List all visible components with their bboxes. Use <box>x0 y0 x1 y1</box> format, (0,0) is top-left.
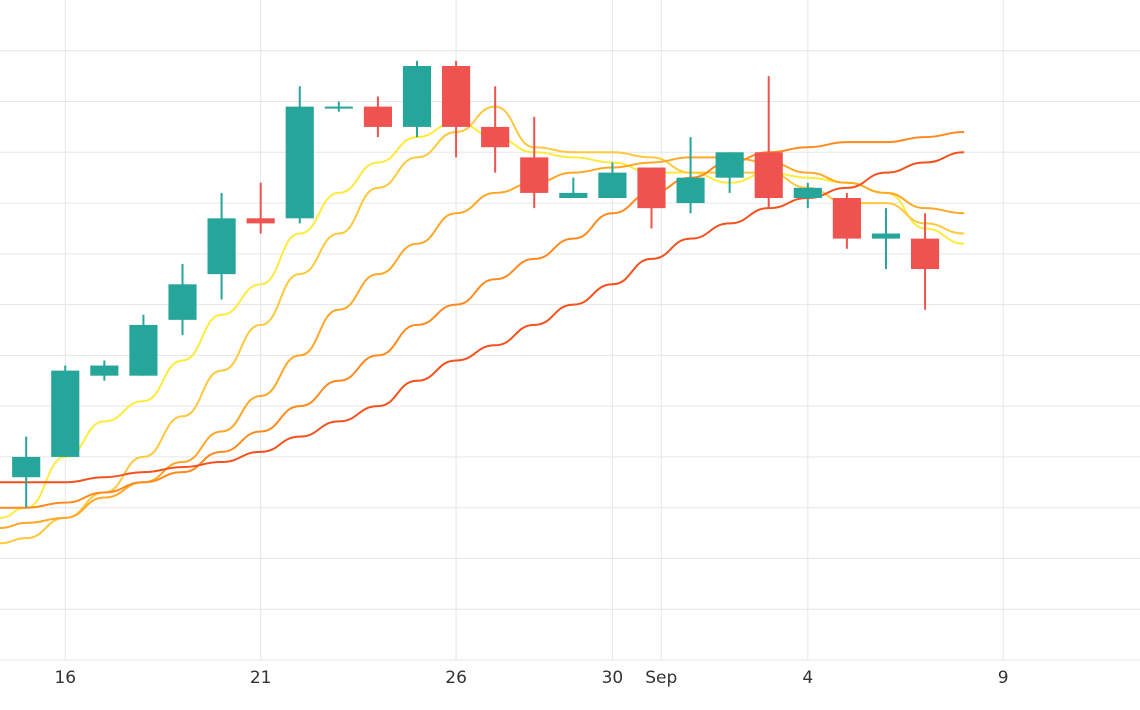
x-tick-label: 30 <box>602 668 624 688</box>
candle <box>598 162 627 198</box>
candle <box>442 60 471 158</box>
candle-body <box>442 66 471 127</box>
candle-body <box>520 157 549 193</box>
candle-body <box>832 198 861 239</box>
candle-body <box>676 177 705 204</box>
candle <box>871 208 901 270</box>
candle <box>129 314 158 376</box>
moving-average-line-1 <box>0 120 965 519</box>
candle-body <box>168 284 197 320</box>
candle <box>520 116 549 209</box>
candle <box>754 76 783 209</box>
candle <box>637 167 666 229</box>
candle-body <box>285 106 314 219</box>
candle-body <box>559 192 588 198</box>
candle <box>402 60 432 138</box>
candle-body <box>598 172 627 198</box>
gridlines <box>0 0 1140 661</box>
moving-average-line-3 <box>0 156 965 529</box>
candle-body <box>793 187 822 198</box>
candle-body <box>12 456 41 478</box>
candle <box>90 360 119 381</box>
candle-body <box>129 324 158 376</box>
candles <box>12 60 940 508</box>
candle-body <box>481 126 510 148</box>
candle <box>246 182 275 234</box>
moving-average-line-4 <box>0 131 965 509</box>
moving-average-line-5 <box>0 151 965 484</box>
x-tick-label: 21 <box>250 668 272 688</box>
candle-body <box>90 365 119 376</box>
candle-body <box>324 106 353 109</box>
candle <box>168 264 197 336</box>
candle <box>481 86 510 173</box>
x-tick-label: 9 <box>998 668 1009 688</box>
candle-body <box>754 152 783 198</box>
candle <box>324 101 353 112</box>
candle-body <box>910 238 940 270</box>
candle <box>363 96 392 138</box>
candle-body <box>402 66 432 127</box>
candle <box>676 137 705 214</box>
candle <box>832 192 861 249</box>
candle <box>793 182 822 209</box>
x-tick-label: Sep <box>645 668 677 688</box>
candle-body <box>363 106 392 127</box>
candle <box>12 436 41 508</box>
candle <box>910 213 940 310</box>
candle-body <box>715 152 744 178</box>
x-axis-tick-labels: 16 21 26 30 Sep 4 9 <box>54 668 1008 688</box>
candle <box>51 365 80 457</box>
candle-body <box>246 218 275 224</box>
candle <box>207 192 236 300</box>
candle <box>715 152 744 193</box>
x-tick-label: 4 <box>802 668 813 688</box>
candle-body <box>51 370 80 457</box>
candle-body <box>871 233 901 239</box>
candle <box>559 177 588 198</box>
x-tick-label: 16 <box>54 668 76 688</box>
x-tick-label: 26 <box>445 668 467 688</box>
candle <box>285 86 314 224</box>
candle-body <box>637 167 666 209</box>
candle-body <box>207 218 236 275</box>
